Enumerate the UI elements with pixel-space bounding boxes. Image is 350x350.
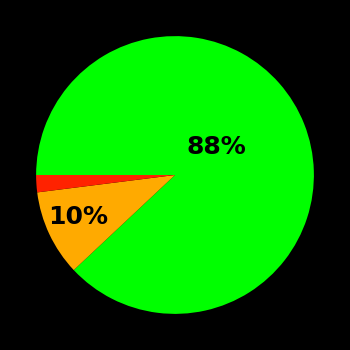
- Text: 10%: 10%: [48, 205, 108, 229]
- Text: 88%: 88%: [187, 135, 246, 159]
- Wedge shape: [37, 175, 175, 270]
- Wedge shape: [36, 36, 314, 314]
- Wedge shape: [36, 175, 175, 192]
